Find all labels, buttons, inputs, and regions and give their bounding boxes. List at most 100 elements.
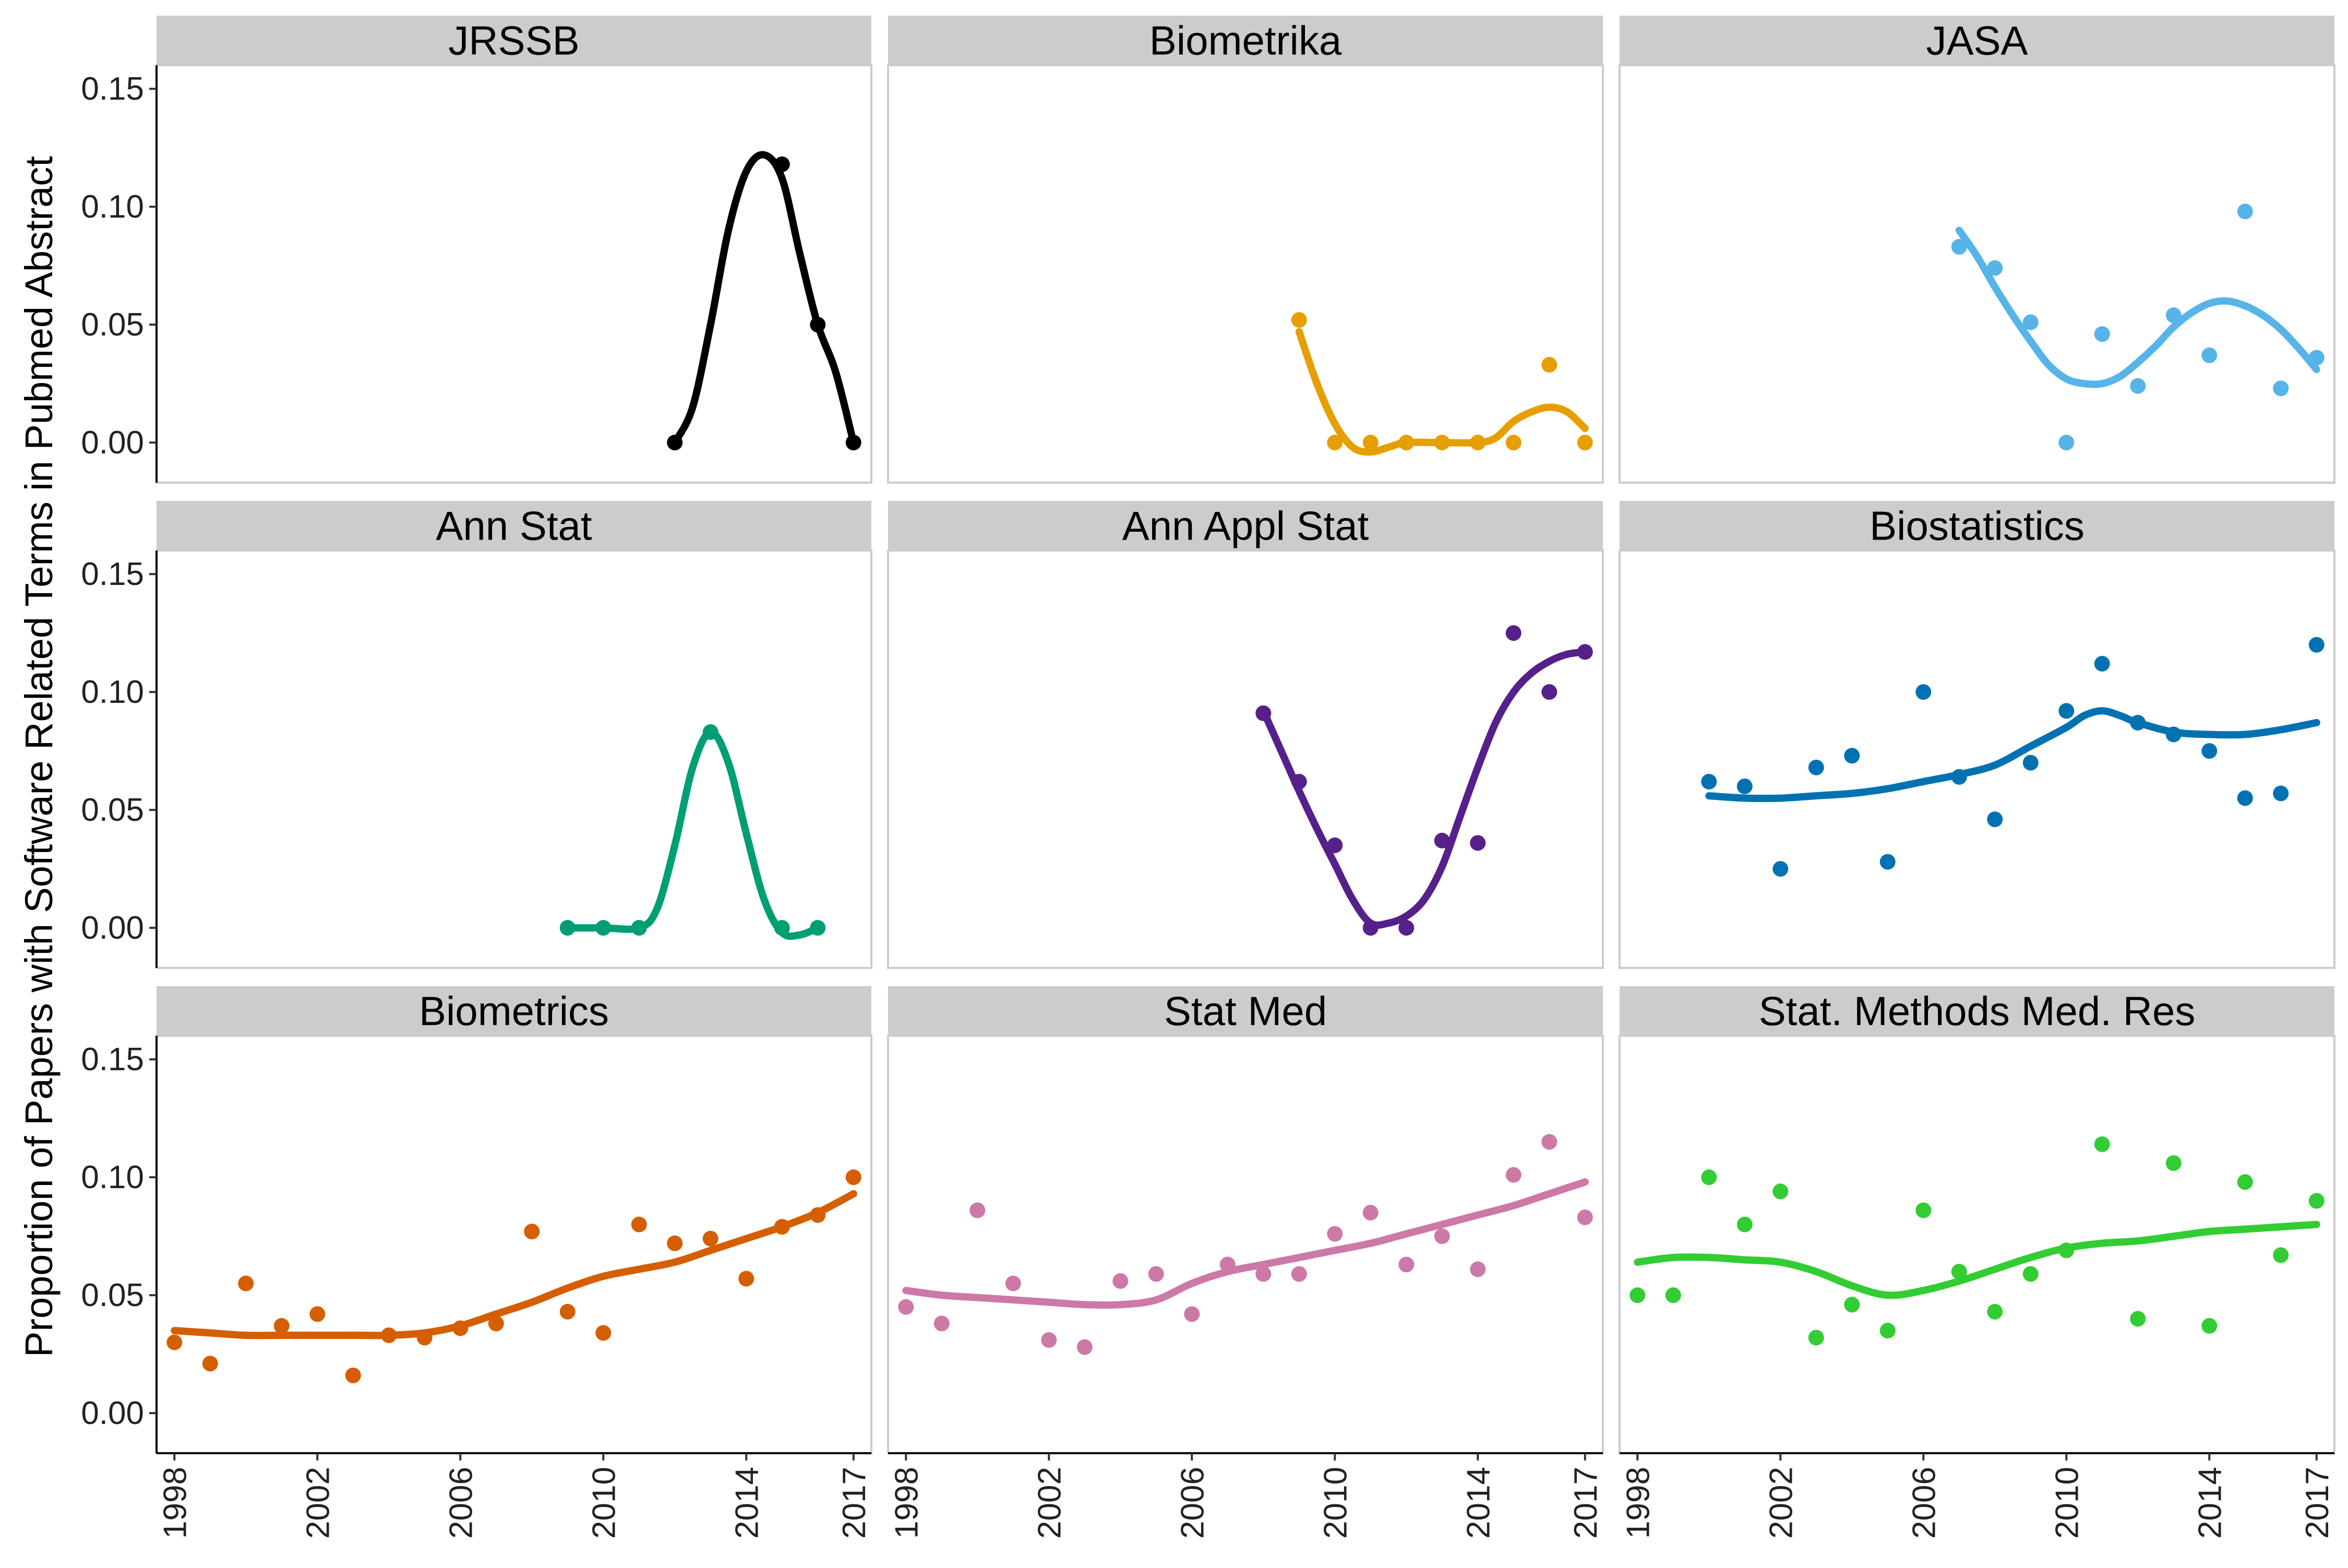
data-point (1577, 644, 1593, 660)
data-point (1112, 1273, 1129, 1289)
data-point (273, 1318, 290, 1334)
data-point (1505, 625, 1522, 641)
x-tick-label: 2010 (586, 1467, 622, 1539)
data-point (1041, 1332, 1057, 1348)
x-tick-label: 2017 (1568, 1467, 1604, 1539)
data-point (1219, 1256, 1236, 1273)
data-point (2237, 204, 2253, 220)
x-tick-label: 2014 (2192, 1467, 2228, 1539)
x-tick-label: 2017 (2299, 1467, 2335, 1539)
panel-1: JRSSB 0.00 0.05 0.10 0.15 (81, 16, 872, 484)
plot-area (1619, 1035, 2335, 1454)
data-point (1844, 1297, 1860, 1313)
data-point (1701, 1169, 1717, 1186)
x-tick-label: 1998 (157, 1467, 193, 1539)
panel-strip (888, 986, 1603, 1036)
data-point (1434, 1228, 1450, 1244)
data-point (2130, 714, 2146, 731)
y-tick-label: 0.10 (81, 1159, 144, 1195)
data-point (702, 1230, 718, 1247)
data-point (969, 1202, 986, 1218)
data-point (1701, 773, 1717, 789)
panel-strip (888, 501, 1603, 550)
data-point (1772, 1183, 1789, 1200)
x-tick-label: 2014 (729, 1467, 765, 1539)
data-point (2130, 1311, 2146, 1327)
panel-4: Ann Stat 0.00 0.05 0.10 0.15 (81, 501, 872, 969)
data-point (2201, 1318, 2218, 1334)
y-axis-title: Proportion of Papers with Software Relat… (17, 156, 61, 1357)
data-point (774, 156, 790, 172)
data-point (345, 1367, 361, 1383)
data-point (1577, 435, 1593, 451)
data-point (2201, 743, 2218, 759)
data-point (1291, 773, 1307, 789)
data-point (559, 920, 576, 936)
data-point (1327, 435, 1343, 451)
data-point (667, 435, 683, 451)
data-point (1630, 1287, 1646, 1303)
data-point (2273, 1247, 2289, 1263)
data-point (1879, 1322, 1896, 1338)
data-point (2308, 1193, 2325, 1209)
data-point (1291, 1266, 1307, 1282)
x-tick-label: 2017 (836, 1467, 872, 1539)
data-point (1434, 832, 1450, 848)
data-point (2058, 435, 2075, 451)
x-tick-label: 2006 (1906, 1467, 1942, 1539)
data-point (1255, 705, 1272, 721)
data-point (1470, 435, 1486, 451)
data-point (1987, 811, 2003, 828)
data-point (738, 1271, 754, 1287)
data-point (1470, 835, 1486, 851)
trend-line (1260, 648, 1589, 929)
panel-strip (1620, 501, 2334, 550)
data-point (1736, 778, 1753, 794)
data-point (1005, 1275, 1021, 1291)
data-point (2022, 755, 2039, 771)
x-tick-label: 2014 (1460, 1467, 1496, 1539)
panel-title: Biometrika (1149, 18, 1342, 64)
data-point (933, 1315, 950, 1332)
data-point (1665, 1287, 1681, 1303)
data-point (524, 1224, 540, 1240)
data-point (667, 1235, 683, 1251)
panel-title: Stat Med (1164, 988, 1327, 1034)
panel-strip (157, 986, 871, 1036)
panel-title: Ann Appl Stat (1122, 503, 1369, 549)
data-point (238, 1275, 254, 1291)
y-tick-label: 0.10 (81, 189, 144, 225)
data-point (845, 435, 861, 451)
data-point (774, 1219, 790, 1235)
data-point (1915, 1202, 1932, 1218)
panel-title: Stat. Methods Med. Res (1759, 988, 2196, 1034)
trend-line (671, 151, 857, 447)
panel-title: Biostatistics (1870, 503, 2085, 549)
x-tick-label: 1998 (889, 1467, 925, 1539)
data-point (774, 920, 790, 936)
data-point (1987, 260, 2003, 276)
plot-area (155, 549, 872, 969)
data-point (166, 1334, 183, 1350)
data-point (1915, 684, 1932, 700)
panel-5: Ann Appl Stat (887, 501, 1604, 969)
data-point (2165, 307, 2182, 324)
data-point (1808, 1330, 1824, 1346)
trend-line (171, 1190, 857, 1339)
data-point (1398, 920, 1415, 936)
data-point (1398, 1256, 1415, 1273)
x-tick-label: 2010 (2049, 1467, 2085, 1539)
y-tick-label: 0.15 (81, 1042, 144, 1078)
data-point (1844, 748, 1860, 764)
data-point (1987, 1303, 2003, 1320)
trend-line (1705, 707, 2320, 803)
y-tick-label: 0.05 (81, 1277, 144, 1313)
data-point (1076, 1339, 1093, 1355)
data-point (2273, 380, 2289, 397)
plot-area (1619, 549, 2335, 969)
panels-layer: JRSSB 0.00 0.05 0.10 0.15 Biometrika JASA Ann S… (81, 16, 2335, 1539)
panel-9: Stat. Methods Med. Res 1998 2002 2006 2010 20… (1619, 986, 2335, 1539)
plot-area (155, 64, 872, 484)
data-point (1951, 239, 1967, 255)
